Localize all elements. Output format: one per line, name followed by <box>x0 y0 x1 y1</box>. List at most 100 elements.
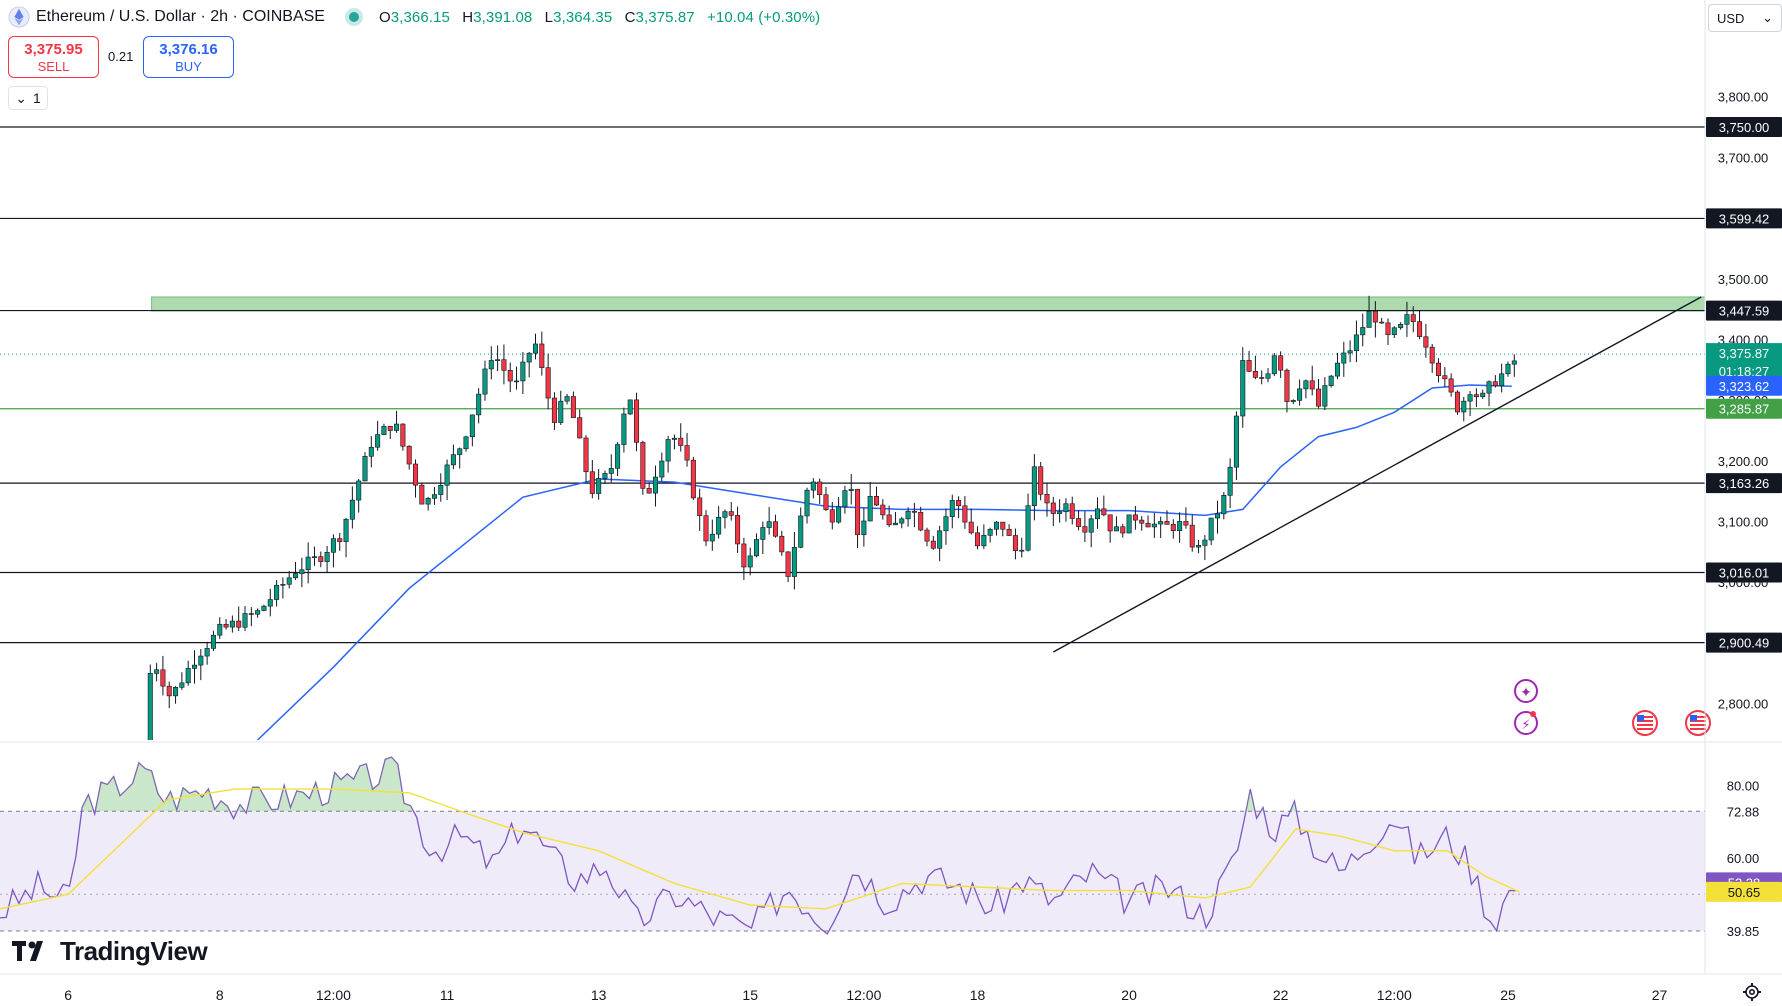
candle-body <box>469 414 475 438</box>
candle-body <box>558 400 564 423</box>
indicators-collapse-button[interactable]: ⌄ 1 <box>8 86 48 110</box>
candlestick <box>627 399 633 415</box>
candle-body <box>627 399 633 415</box>
lightning-event-icon <box>1514 711 1538 735</box>
candlestick <box>1334 352 1340 380</box>
candlestick <box>640 440 646 495</box>
candle-body <box>514 380 520 383</box>
candlestick <box>975 526 981 550</box>
candle-body <box>255 610 261 615</box>
candlestick <box>785 551 791 583</box>
candle-body <box>1076 518 1082 527</box>
candlestick <box>949 494 955 529</box>
candlestick <box>1126 514 1132 534</box>
candle-body <box>1196 545 1202 548</box>
candle-body <box>949 500 955 517</box>
candlestick <box>526 352 532 378</box>
candle-body <box>880 504 886 516</box>
close-value: 3,375.87 <box>635 8 695 26</box>
time-tick-label: 12:00 <box>846 987 881 1003</box>
candle-body <box>236 620 242 628</box>
candle-body <box>766 521 772 528</box>
candlestick <box>1461 396 1467 422</box>
candlestick <box>1038 461 1044 501</box>
candle-body <box>356 480 362 501</box>
support-price-tag: 3,285.87 <box>1706 398 1782 419</box>
candlestick <box>1492 375 1498 388</box>
candlestick <box>1189 514 1195 552</box>
candlestick <box>1360 313 1366 347</box>
candlestick <box>1063 498 1069 522</box>
axis-labels: 3,800.003,700.003,600.003,500.003,400.00… <box>64 90 1782 1003</box>
candle-body <box>564 396 570 402</box>
candlestick <box>1385 318 1391 346</box>
svg-text:3,285.87: 3,285.87 <box>1719 402 1770 417</box>
candle-body <box>1360 327 1366 336</box>
star-event-icon <box>1514 679 1538 703</box>
candle-body <box>229 620 235 628</box>
candlestick <box>1006 524 1012 536</box>
gear-icon[interactable] <box>1742 982 1762 1002</box>
candlestick <box>1044 483 1050 517</box>
candle-body <box>349 499 355 520</box>
candle-body <box>1107 514 1113 532</box>
candlestick <box>1057 499 1063 523</box>
candlestick <box>804 487 810 524</box>
candle-body <box>488 360 494 370</box>
sell-button[interactable]: 3,375.95 SELL <box>8 36 99 78</box>
tradingview-logo: TradingView <box>12 936 208 967</box>
candlestick <box>924 527 930 547</box>
level-price-tag: 3,016.01 <box>1706 562 1782 583</box>
candlestick <box>1158 516 1164 538</box>
candlestick <box>1410 306 1416 333</box>
candlestick <box>817 478 823 504</box>
chevron-down-icon: ⌄ <box>1762 10 1773 25</box>
candle-body <box>716 517 722 535</box>
open-value: 3,366.15 <box>390 8 450 26</box>
candlestick <box>690 456 696 501</box>
buy-button[interactable]: 3,376.16 BUY <box>143 36 234 78</box>
candle-body <box>1227 466 1233 496</box>
candle-body <box>1240 360 1246 417</box>
candlestick <box>634 392 640 452</box>
candlestick <box>621 407 627 453</box>
candle-body <box>1290 400 1296 402</box>
candle-body <box>532 343 539 354</box>
price-tick-label: 3,500.00 <box>1718 272 1769 287</box>
buy-label: BUY <box>175 59 202 74</box>
candle-body <box>1480 392 1486 397</box>
candle-body <box>1353 334 1359 351</box>
candlestick <box>899 516 905 529</box>
candlestick <box>716 506 722 539</box>
candle-body <box>754 539 760 557</box>
spread-value: 0.21 <box>108 49 134 64</box>
candle-body <box>337 538 343 542</box>
candle-body <box>400 423 406 447</box>
event-markers: ✦⚡ <box>1514 679 1711 736</box>
candlestick <box>255 608 261 618</box>
candlestick <box>457 447 463 469</box>
candle-body <box>444 464 450 486</box>
candlestick <box>1050 496 1056 527</box>
candle-body <box>817 481 823 495</box>
level-price-tag: 2,900.49 <box>1706 632 1782 653</box>
candlestick <box>488 346 494 380</box>
candle-body <box>166 685 172 697</box>
candlestick <box>173 686 179 704</box>
candlestick <box>1366 295 1372 328</box>
candle-body <box>191 664 198 669</box>
candlestick <box>747 547 753 576</box>
candlestick <box>400 423 406 451</box>
candle-body <box>1423 336 1429 348</box>
candle-body <box>457 448 463 455</box>
candlestick <box>930 535 936 550</box>
candle-body <box>810 481 816 491</box>
candle-body <box>305 556 311 571</box>
candlestick <box>154 662 160 682</box>
symbol-title[interactable]: Ethereum / U.S. Dollar · 2h · COINBASE <box>36 8 325 25</box>
candlestick <box>741 537 747 581</box>
candle-body <box>311 556 317 558</box>
svg-text:3,599.42: 3,599.42 <box>1719 211 1770 226</box>
currency-select[interactable]: USD ⌄ <box>1708 4 1782 32</box>
